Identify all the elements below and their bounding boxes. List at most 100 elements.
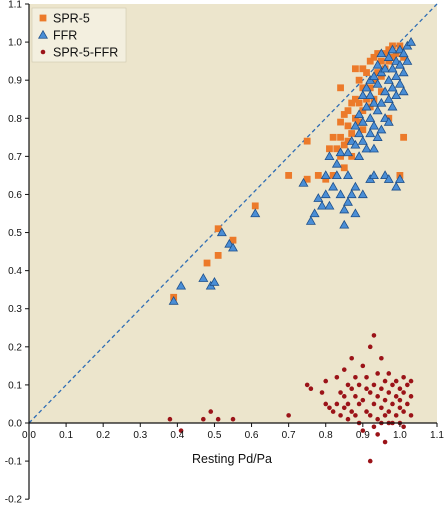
- data-point: [365, 128, 376, 138]
- y-tick-label: 0.8: [8, 114, 22, 125]
- data-point: [337, 133, 344, 141]
- y-tick-label: 1.0: [8, 38, 22, 49]
- data-point: [203, 259, 211, 267]
- data-point: [401, 409, 406, 414]
- data-point: [365, 90, 376, 100]
- data-point: [251, 202, 259, 210]
- data-point: [324, 200, 335, 210]
- data-point: [228, 242, 238, 252]
- data-point: [387, 101, 398, 111]
- data-point: [176, 280, 187, 290]
- data-point: [359, 65, 367, 73]
- data-point: [224, 238, 235, 248]
- data-point: [319, 390, 325, 395]
- data-point: [335, 147, 346, 157]
- data-point: [382, 439, 388, 445]
- data-point: [339, 219, 350, 229]
- axes: 0.0 0.1 0.2 0.3 0.4 0.5 0.6 0.7 0.8 0.9 1.0 1.1 -0.2…: [5, 0, 445, 506]
- data-point: [250, 208, 261, 218]
- data-point: [201, 416, 206, 422]
- x-tick-label: 0.6: [245, 430, 259, 441]
- data-point: [313, 193, 324, 202]
- data-point: [398, 48, 409, 58]
- data-point: [372, 105, 383, 115]
- legend-marker-ffr: [38, 29, 48, 39]
- data-point: [322, 175, 330, 183]
- data-point: [357, 116, 368, 126]
- x-tick-label: 1.0: [393, 430, 407, 441]
- data-point: [401, 374, 406, 380]
- data-point: [346, 189, 357, 199]
- data-point: [374, 69, 382, 76]
- data-point: [400, 53, 408, 61]
- data-point: [390, 382, 395, 388]
- data-point: [368, 120, 379, 130]
- data-point: [361, 82, 372, 92]
- data-point: [328, 181, 339, 191]
- data-point: [380, 170, 391, 180]
- data-point: [360, 428, 366, 433]
- data-point: [368, 143, 379, 153]
- data-point: [397, 386, 403, 392]
- data-point: [382, 413, 388, 418]
- data-point: [214, 252, 222, 259]
- data-point: [386, 390, 392, 395]
- data-point: [338, 390, 343, 395]
- data-point: [320, 170, 331, 180]
- data-point: [365, 113, 376, 122]
- data-point: [392, 50, 400, 57]
- data-point: [398, 67, 409, 77]
- data-point: [387, 63, 398, 73]
- series-spr-5-ffr: [167, 333, 414, 464]
- data-point: [209, 276, 220, 286]
- data-point: [372, 59, 383, 69]
- data-point: [408, 394, 414, 399]
- data-point: [168, 296, 179, 305]
- data-point: [337, 84, 344, 92]
- data-point: [215, 416, 221, 422]
- data-point: [356, 382, 362, 388]
- data-point: [342, 170, 353, 180]
- data-point: [368, 97, 379, 107]
- data-point: [344, 107, 352, 115]
- data-point: [398, 86, 409, 96]
- data-point: [360, 397, 366, 403]
- data-point: [285, 172, 293, 179]
- legend-label-ffr: FFR: [53, 29, 77, 43]
- data-point: [375, 371, 380, 376]
- data-point: [364, 386, 369, 392]
- data-point: [371, 382, 377, 388]
- data-point: [229, 236, 237, 244]
- data-point: [178, 428, 184, 433]
- data-point: [353, 374, 358, 380]
- legend-label-spr-5-ffr: SPR-5-FFR: [53, 46, 118, 60]
- plot-area: [28, 3, 438, 464]
- data-point: [356, 401, 362, 407]
- data-point: [383, 116, 394, 126]
- data-point: [387, 44, 398, 54]
- data-point: [338, 413, 343, 418]
- data-point: [323, 401, 329, 407]
- data-point: [389, 53, 396, 61]
- x-tick-label: 0.1: [59, 430, 73, 441]
- data-point: [341, 405, 347, 411]
- data-point: [390, 401, 395, 407]
- data-point: [386, 409, 392, 414]
- data-point: [355, 99, 363, 107]
- x-tick-label: 0.4: [170, 430, 184, 441]
- y-tick-label: 0.3: [8, 304, 22, 315]
- data-point: [393, 413, 399, 418]
- y-tick-label: 0.0: [8, 419, 22, 430]
- data-point: [385, 57, 393, 65]
- data-point: [357, 90, 368, 100]
- data-point: [349, 355, 354, 361]
- data-point: [334, 401, 340, 407]
- x-tick-label: 0.5: [208, 430, 222, 441]
- data-point: [349, 409, 354, 414]
- data-point: [342, 196, 353, 206]
- x-tick-label: 1.1: [430, 430, 444, 441]
- data-point: [216, 227, 227, 237]
- data-point: [344, 122, 352, 130]
- series-ffr: [168, 36, 417, 305]
- data-point: [340, 141, 348, 149]
